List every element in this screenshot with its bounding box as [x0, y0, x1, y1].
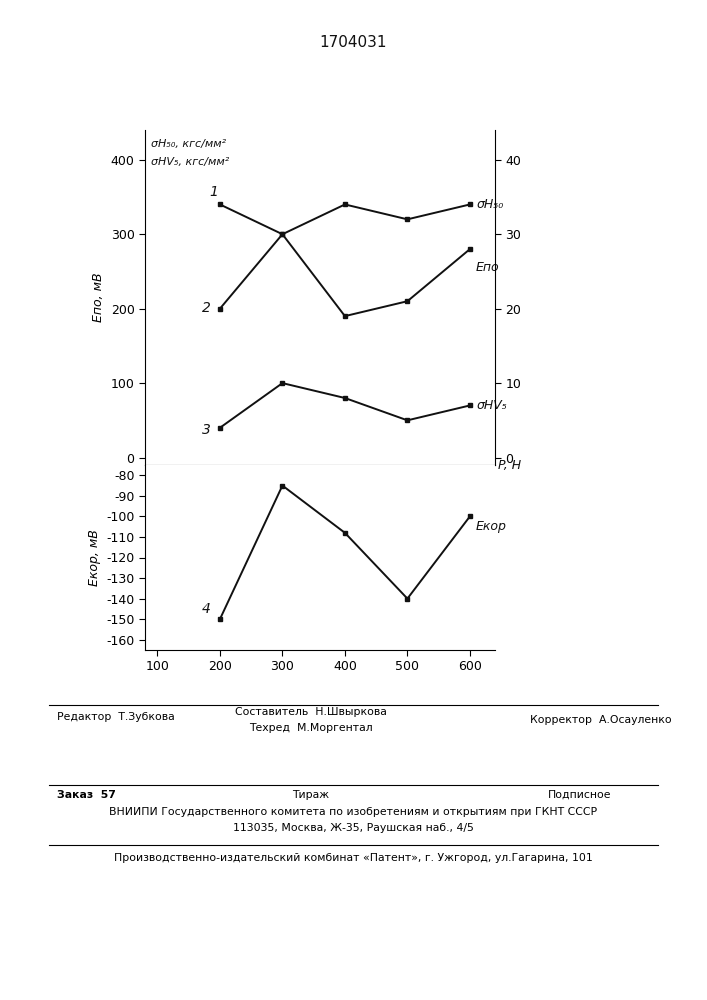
Text: σH₅₀: σH₅₀: [476, 198, 503, 211]
Text: Eкор: Eкор: [476, 520, 507, 533]
Text: ВНИИПИ Государственного комитета по изобретениям и открытиям при ГКНТ СССР: ВНИИПИ Государственного комитета по изоб…: [110, 807, 597, 817]
Text: 4: 4: [201, 602, 211, 616]
Text: Заказ  57: Заказ 57: [57, 790, 115, 800]
Text: Производственно-издательский комбинат «Патент», г. Ужгород, ул.Гагарина, 101: Производственно-издательский комбинат «П…: [114, 853, 593, 863]
Text: Подписное: Подписное: [548, 790, 612, 800]
Text: σHV₅: σHV₅: [476, 399, 507, 412]
Text: σH₅₀, кгс/мм²: σH₅₀, кгс/мм²: [151, 139, 226, 149]
Text: 3: 3: [201, 423, 211, 437]
Text: 1704031: 1704031: [320, 35, 387, 50]
Text: P, H: P, H: [498, 458, 521, 472]
Y-axis label: Eпо, мВ: Eпо, мВ: [92, 273, 105, 322]
Text: 1: 1: [210, 185, 218, 199]
Text: Тираж: Тираж: [293, 790, 329, 800]
Text: Редактор  Т.Зубкова: Редактор Т.Зубкова: [57, 712, 175, 722]
Text: 113035, Москва, Ж-35, Раушская наб., 4/5: 113035, Москва, Ж-35, Раушская наб., 4/5: [233, 823, 474, 833]
Y-axis label: Eкор, мВ: Eкор, мВ: [88, 529, 100, 586]
Text: Составитель  Н.Швыркова: Составитель Н.Швыркова: [235, 707, 387, 717]
Text: Техред  М.Моргентал: Техред М.Моргентал: [250, 723, 373, 733]
Text: Eпо: Eпо: [476, 261, 500, 274]
Text: 2: 2: [201, 301, 211, 315]
Text: σHV₅, кгс/мм²: σHV₅, кгс/мм²: [151, 157, 230, 167]
Text: Корректор  А.Осауленко: Корректор А.Осауленко: [530, 715, 672, 725]
